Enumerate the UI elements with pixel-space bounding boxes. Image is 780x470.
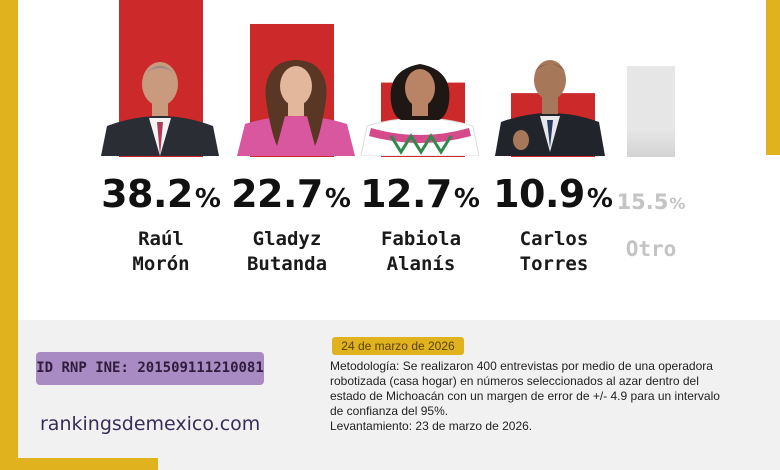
candidate-name-otro: Otro xyxy=(576,237,726,262)
bar-fade-otro xyxy=(627,66,675,157)
name-line: Morón xyxy=(132,253,190,275)
name-line: Fabiola xyxy=(380,228,462,250)
rnp-id-badge: ID RNP INE: 201509111210081 xyxy=(36,352,264,385)
value-label-alanis: 12.7% xyxy=(360,172,480,216)
candidate-photo-torres xyxy=(491,56,609,156)
candidate-name-alanis: Fabiola Alanís xyxy=(346,227,496,277)
methodology-text: Metodología: Se realizaron 400 entrevist… xyxy=(330,359,750,434)
value-label-moron: 38.2% xyxy=(101,172,221,216)
method-line: robotizada (casa hogar) en números selec… xyxy=(330,374,699,388)
candidate-photo-moron xyxy=(101,56,219,156)
name-line: Butanda xyxy=(246,253,328,275)
candidate-name-moron: Raúl Morón xyxy=(86,227,236,277)
candidate-name-butanda: Gladyz Butanda xyxy=(212,227,362,277)
frame-right-bar xyxy=(766,0,780,155)
frame-bottom-bar xyxy=(0,458,158,470)
name-line: Raúl xyxy=(138,228,184,250)
frame-left-bar xyxy=(0,0,18,470)
candidate-name-torres: Carlos Torres xyxy=(479,227,629,277)
name-line: Otro xyxy=(625,237,677,261)
value-label-torres: 10.9% xyxy=(493,172,613,216)
method-line: Levantamiento: 23 de marzo de 2026. xyxy=(330,419,533,433)
method-line: estado de Michoacán con un margen de err… xyxy=(330,389,720,403)
website-link[interactable]: rankingsdemexico.com xyxy=(40,413,261,435)
candidate-photo-butanda xyxy=(237,56,355,156)
date-badge: 24 de marzo de 2026 xyxy=(332,337,464,355)
name-line: Alanís xyxy=(386,253,456,275)
candidate-photo-alanis xyxy=(361,56,479,156)
value-label-butanda: 22.7% xyxy=(231,172,351,216)
value-label-otro: 15.5% xyxy=(616,190,686,214)
name-line: Torres xyxy=(519,253,589,275)
method-line: de confianza del 95%. xyxy=(330,404,449,418)
method-line: Metodología: Se realizaron 400 entrevist… xyxy=(330,359,713,373)
name-line: Carlos xyxy=(519,228,589,250)
name-line: Gladyz xyxy=(252,228,322,250)
